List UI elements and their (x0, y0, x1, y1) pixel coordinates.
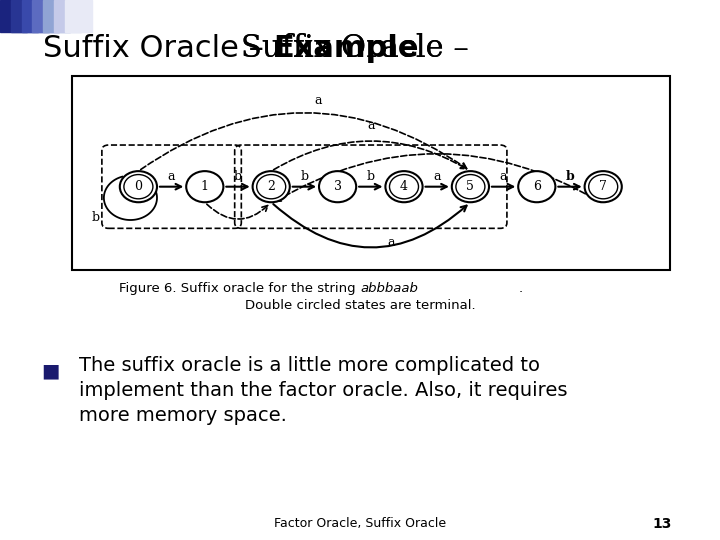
Bar (32, 0, 60, 32)
Text: Example: Example (274, 34, 419, 63)
Text: Factor Oracle, Suffix Oracle: Factor Oracle, Suffix Oracle (274, 517, 446, 530)
Circle shape (124, 174, 153, 199)
Circle shape (589, 174, 618, 199)
Text: 1: 1 (201, 180, 209, 193)
Text: 2: 2 (267, 180, 275, 193)
Text: 6: 6 (533, 180, 541, 193)
Circle shape (456, 174, 485, 199)
Text: abbbaab: abbbaab (360, 282, 418, 295)
Text: 0: 0 (135, 180, 143, 193)
Circle shape (518, 171, 555, 202)
Text: ■: ■ (41, 362, 60, 381)
Text: 13: 13 (653, 517, 672, 531)
Bar (65, 0, 92, 32)
Text: .: . (518, 282, 523, 295)
Text: Suffix Oracle –: Suffix Oracle – (241, 33, 479, 64)
Bar (54, 0, 81, 32)
Text: Double circled states are terminal.: Double circled states are terminal. (245, 299, 475, 312)
Text: Figure 6. Suffix oracle for the string: Figure 6. Suffix oracle for the string (119, 282, 360, 295)
Text: 4: 4 (400, 180, 408, 193)
Bar (11, 0, 38, 32)
Text: Suffix Oracle –: Suffix Oracle – (241, 33, 479, 64)
Text: a: a (367, 119, 374, 132)
Text: a: a (500, 170, 508, 183)
Text: b: b (300, 170, 308, 183)
Circle shape (385, 171, 423, 202)
Text: a: a (433, 170, 441, 183)
Circle shape (253, 171, 289, 202)
Text: 3: 3 (333, 180, 341, 193)
Circle shape (585, 171, 622, 202)
Circle shape (186, 171, 223, 202)
Circle shape (452, 171, 489, 202)
Text: 5: 5 (467, 180, 474, 193)
Text: b: b (366, 170, 375, 183)
Text: 7: 7 (599, 180, 607, 193)
Bar (22, 0, 49, 32)
Text: a: a (387, 236, 395, 249)
Text: b: b (234, 170, 242, 183)
Circle shape (319, 171, 356, 202)
Circle shape (390, 174, 418, 199)
Text: b: b (566, 170, 575, 183)
Bar (0, 0, 27, 32)
Bar (72, 76, 670, 270)
Text: The suffix oracle is a little more complicated to
implement than the factor orac: The suffix oracle is a little more compl… (79, 356, 567, 426)
Bar (43, 0, 71, 32)
Circle shape (257, 174, 286, 199)
Circle shape (120, 171, 157, 202)
Text: b: b (91, 211, 99, 224)
Text: a: a (314, 94, 321, 107)
Text: Suffix Oracle –: Suffix Oracle – (43, 34, 274, 63)
Text: a: a (168, 170, 176, 183)
